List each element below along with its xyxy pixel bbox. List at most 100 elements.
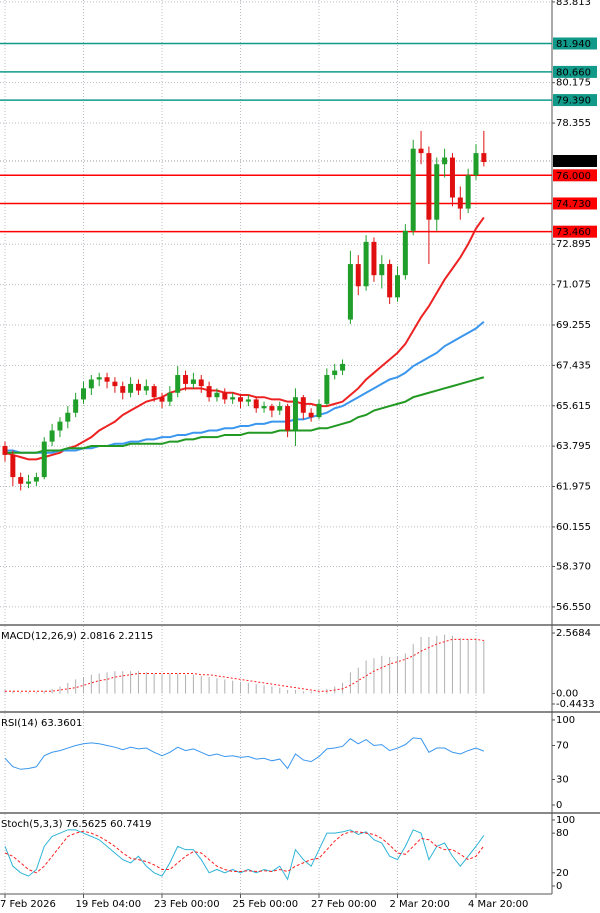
macd-bar	[216, 678, 218, 694]
y-tick-label: 72.895	[556, 239, 591, 250]
candle-body	[340, 363, 346, 371]
y-tick-label: 60.155	[556, 522, 591, 533]
macd-bar	[318, 691, 320, 694]
macd-bar	[240, 681, 241, 694]
x-tick-label: 23 Feb 00:00	[154, 899, 220, 910]
y-tick-label: 30	[556, 775, 569, 786]
candle-body	[167, 392, 173, 402]
candle-body	[402, 230, 408, 276]
macd-bar	[98, 673, 100, 694]
macd-bar	[373, 658, 375, 694]
candle-body	[316, 403, 322, 418]
macd-bar	[20, 692, 22, 694]
macd-bar	[428, 636, 430, 694]
level-label: 76.000	[556, 171, 591, 182]
x-tick-label: 25 Feb 00:00	[233, 899, 299, 910]
y-tick-label: 80.175	[556, 78, 591, 89]
level-label-box	[553, 37, 597, 50]
y-tick-label: 78.355	[556, 118, 591, 129]
level-label-box	[553, 225, 597, 238]
indicator-line	[4, 830, 485, 874]
candle-body	[49, 430, 55, 442]
candle-body	[214, 392, 220, 398]
candle-body	[277, 406, 283, 411]
candle-body	[473, 153, 479, 176]
y-tick-label: 65.615	[556, 401, 591, 412]
x-tick-label: 2 Mar 20:00	[390, 899, 450, 910]
macd-bar	[420, 636, 422, 694]
macd-bar	[130, 671, 132, 694]
macd-bar	[43, 691, 45, 694]
signal-line	[5, 638, 484, 692]
macd-bar	[153, 673, 155, 694]
y-tick-label: 100	[556, 815, 575, 826]
candle-body	[253, 399, 259, 409]
macd-bar	[475, 639, 477, 694]
candle-body	[88, 379, 94, 389]
candle-body	[371, 241, 377, 276]
y-tick-label: 0.00	[556, 689, 578, 700]
candle-body	[285, 406, 291, 431]
candle-body	[81, 388, 86, 400]
macd-bar	[224, 679, 226, 694]
candle-body	[2, 446, 8, 455]
candle-body	[387, 264, 393, 298]
y-tick-label: 56.550	[556, 602, 591, 613]
macd-bar	[451, 635, 453, 694]
macd-bar	[51, 688, 53, 694]
candle-body	[395, 275, 400, 298]
x-tick-label: 27 Feb 00:00	[311, 899, 377, 910]
candle-body	[135, 383, 141, 391]
macd-bar	[287, 690, 289, 694]
macd-bar	[310, 691, 312, 694]
macd-bar	[114, 671, 116, 694]
macd-bar	[169, 673, 171, 694]
candle-body	[363, 241, 369, 287]
macd-bar	[247, 682, 249, 694]
macd-bar	[67, 682, 69, 694]
candle-body	[183, 375, 189, 384]
candle-body	[308, 412, 314, 418]
y-tick-label: 71.075	[556, 280, 591, 291]
macd-bar	[106, 672, 108, 694]
candle-body	[347, 264, 353, 320]
macd-bar	[137, 671, 139, 694]
candle-body	[379, 264, 385, 276]
candle-body	[449, 157, 455, 198]
indicator-title: MACD(12,26,9) 2.0816 2.2115	[1, 631, 153, 642]
candle-body	[65, 412, 71, 422]
y-tick-label: 100	[556, 715, 575, 726]
candle-body	[465, 175, 471, 209]
candle-body	[332, 370, 338, 376]
candle-body	[198, 379, 204, 387]
candle-body	[300, 397, 306, 413]
macd-bar	[208, 677, 210, 694]
macd-bar	[75, 679, 77, 694]
candle-body	[33, 477, 39, 482]
macd-bar	[397, 657, 398, 694]
candle-body	[18, 477, 24, 484]
candle-body	[442, 157, 448, 165]
macd-bar	[12, 691, 14, 694]
candle-body	[190, 379, 196, 384]
y-tick-label: 70	[556, 740, 569, 751]
candle-body	[457, 197, 463, 209]
macd-bar	[122, 671, 124, 694]
macd-bar	[294, 690, 296, 694]
macd-bar	[389, 657, 391, 694]
macd-bar	[342, 682, 344, 694]
level-label: 74.730	[556, 199, 591, 210]
macd-bar	[412, 644, 414, 694]
candle-body	[151, 386, 157, 398]
candle-body	[222, 392, 228, 400]
candle-body	[261, 406, 267, 409]
y-tick-label: 0	[556, 800, 562, 811]
macd-bar	[28, 692, 30, 694]
macd-bar	[279, 687, 281, 694]
macd-bar	[90, 674, 92, 694]
y-tick-label: 2.5684	[556, 628, 591, 639]
macd-bar	[349, 672, 351, 694]
y-tick-label: -0.4433	[556, 699, 595, 710]
